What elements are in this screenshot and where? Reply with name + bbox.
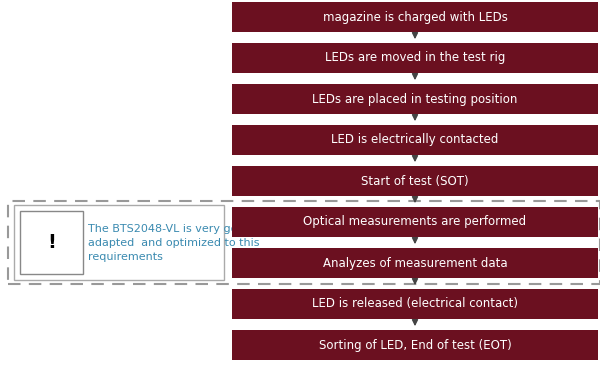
- Bar: [232, 207, 598, 237]
- Bar: [232, 43, 598, 73]
- Text: LED is released (electrical contact): LED is released (electrical contact): [312, 298, 518, 311]
- Text: Analyzes of measurement data: Analyzes of measurement data: [323, 256, 508, 269]
- Bar: [232, 84, 598, 114]
- Bar: [8, 201, 600, 284]
- Text: LEDs are placed in testing position: LEDs are placed in testing position: [313, 92, 518, 105]
- Text: !: !: [47, 233, 56, 252]
- Bar: [20, 211, 83, 274]
- Bar: [232, 125, 598, 155]
- Bar: [232, 330, 598, 360]
- Text: LEDs are moved in the test rig: LEDs are moved in the test rig: [325, 52, 505, 65]
- Text: Sorting of LED, End of test (EOT): Sorting of LED, End of test (EOT): [319, 338, 511, 351]
- Bar: [232, 289, 598, 319]
- Bar: [14, 205, 224, 280]
- Bar: [232, 2, 598, 32]
- Bar: [232, 166, 598, 196]
- Text: magazine is charged with LEDs: magazine is charged with LEDs: [323, 10, 508, 23]
- Bar: [232, 248, 598, 278]
- Text: The BTS2048-VL is very good
adapted  and optimized to this
requirements: The BTS2048-VL is very good adapted and …: [88, 223, 260, 262]
- Text: Optical measurements are performed: Optical measurements are performed: [304, 216, 527, 229]
- Text: Start of test (SOT): Start of test (SOT): [361, 174, 469, 187]
- Text: LED is electrically contacted: LED is electrically contacted: [331, 134, 499, 147]
